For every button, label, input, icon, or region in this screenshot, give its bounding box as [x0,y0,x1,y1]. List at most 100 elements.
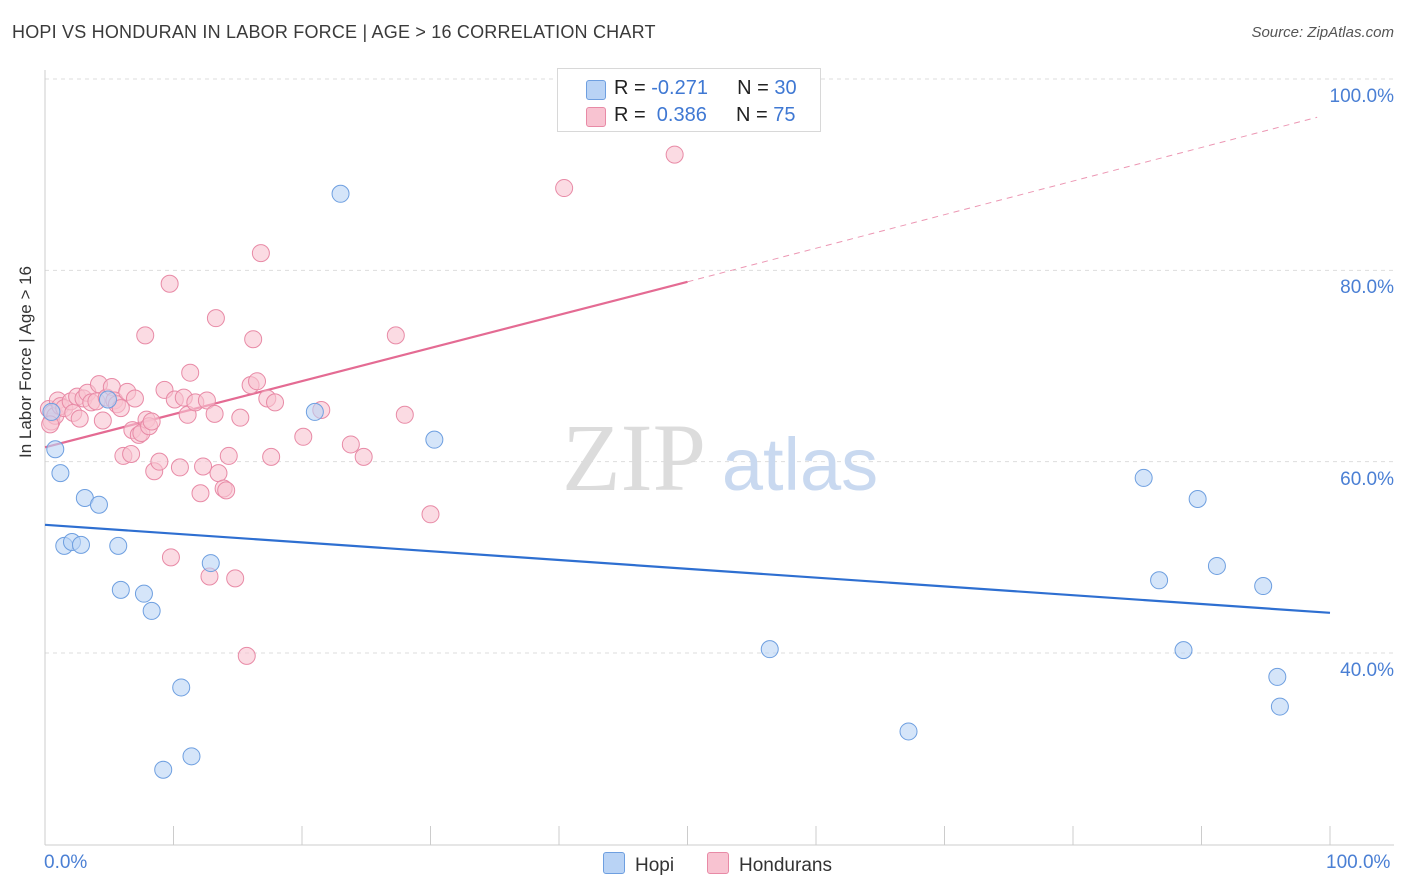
legend-r-value: -0.271 [651,77,708,99]
point-hondurans [219,446,238,465]
point-hopi [1150,571,1169,590]
point-hondurans [111,399,130,418]
point-hopi [1174,641,1193,660]
point-hondurans [386,326,405,345]
point-hondurans [142,412,161,431]
legend-r-value: 0.386 [651,104,707,126]
watermark-zip: ZIP [562,404,706,511]
y-tick-60: 60.0% [1340,469,1394,490]
x-tick-max: 100.0% [1326,852,1391,873]
point-hopi [142,601,161,620]
point-hondurans [294,427,313,446]
point-hondurans [237,646,256,665]
legend-row-hondurans: R = 0.386 N = 75 [586,104,796,127]
point-hopi [109,536,128,555]
point-hopi [1268,667,1287,686]
point-hondurans [160,274,179,293]
point-hopi [899,722,918,741]
watermark-atlas: atlas [722,423,878,506]
point-hopi [172,678,191,697]
point-hopi [111,580,130,599]
point-hondurans [248,372,267,391]
legend-label-hondurans: Hondurans [739,855,832,876]
point-hopi [201,554,220,573]
point-hondurans [125,389,144,408]
y-tick-40: 40.0% [1340,660,1394,681]
hopi-swatch [586,80,606,100]
point-hopi [134,584,153,603]
data-points [39,70,1289,779]
legend-n-value: 30 [774,77,797,99]
point-hopi [42,402,61,421]
point-hondurans [209,464,228,483]
point-hondurans [226,569,245,588]
legend-item-hopi: Hopi [603,852,674,877]
point-hondurans [354,447,373,466]
y-tick-100: 100.0% [1329,86,1394,107]
axes [44,70,1394,846]
point-hopi [51,464,70,483]
point-hondurans [205,404,224,423]
point-hopi [1207,556,1226,575]
x-tick-min: 0.0% [44,852,88,873]
point-hondurans [206,309,225,328]
point-hondurans [161,548,180,567]
trend-line-0 [44,523,1331,614]
point-hopi [760,640,779,659]
point-hondurans [341,435,360,454]
point-hondurans [93,411,112,430]
point-hondurans [181,363,200,382]
point-hopi [305,402,324,421]
point-hopi [182,747,201,766]
y-tick-80: 80.0% [1340,277,1394,298]
point-hopi [71,535,90,554]
point-hondurans [122,445,141,464]
point-hondurans [217,481,236,500]
point-hondurans [665,145,684,164]
point-hondurans [395,405,414,424]
watermark: ZIP atlas [562,404,878,511]
point-hopi [46,440,65,459]
point-hondurans [555,179,574,198]
point-hondurans [266,393,285,412]
point-hondurans [70,409,89,428]
legend-item-hondurans: Hondurans [707,852,832,877]
correlation-legend: R = -0.271 N = 30 R = 0.386 N = 75 [557,68,821,132]
point-hondurans [231,408,250,427]
chart-title: HOPI VS HONDURAN IN LABOR FORCE | AGE > … [12,22,656,42]
trend-lines [44,116,1331,614]
point-hondurans [197,391,216,410]
point-hondurans [421,505,440,524]
point-hopi [154,760,173,779]
point-hondurans [244,330,263,349]
legend-label-hopi: Hopi [635,855,675,876]
point-hopi [331,184,350,203]
hopi-legend-swatch [603,852,625,874]
legend-row-hopi: R = -0.271 N = 30 [586,77,797,100]
point-hopi [1188,489,1207,508]
hondurans-swatch [586,107,606,127]
point-hopi [89,495,108,514]
hondurans-legend-swatch [707,852,729,874]
point-hondurans [251,244,270,263]
legend-n-label: N = [737,77,775,99]
legend-r-label: R = [614,77,652,99]
point-hopi [425,430,444,449]
legend-n-value: 75 [773,104,796,126]
gridlines [45,78,1394,654]
point-hopi [1270,697,1289,716]
trend-extension-1 [687,116,1318,283]
point-hopi [1134,468,1153,487]
point-hondurans [136,326,155,345]
legend-n-label: N = [735,104,774,126]
y-axis-label: In Labor Force | Age > 16 [16,265,35,458]
point-hondurans [262,447,281,466]
point-hondurans [170,458,189,477]
point-hopi [98,390,117,409]
point-hondurans [150,452,169,471]
point-hondurans [191,484,210,503]
source-label: Source: ZipAtlas.com [1251,24,1394,41]
legend-r-label: R = [614,104,652,126]
point-hopi [1254,577,1273,596]
